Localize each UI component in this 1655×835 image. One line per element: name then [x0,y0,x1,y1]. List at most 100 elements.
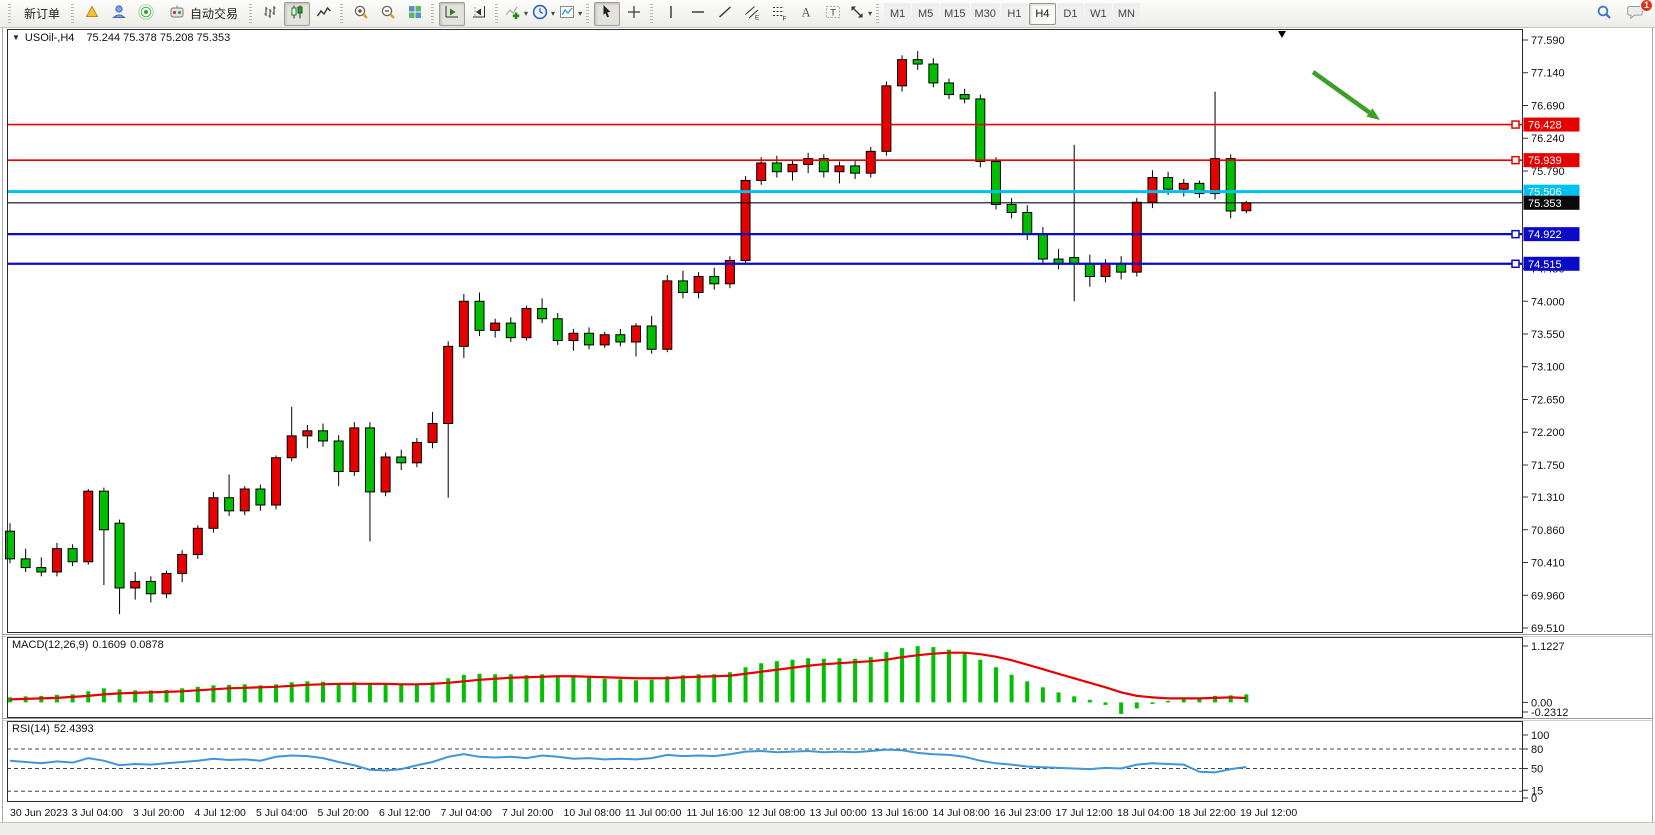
accounts-icon[interactable] [106,2,132,26]
bear-candle [1084,262,1095,278]
line-end-marker[interactable] [1511,229,1520,239]
bull-candle [458,300,469,347]
channel-icon[interactable]: E [739,2,765,26]
chart-window[interactable]: 77.59077.14076.69076.24075.79074.45074.0… [0,28,1655,835]
zoom-out-icon[interactable] [375,2,401,26]
gold-badge-icon[interactable] [79,2,105,26]
zoom-out-icon [379,3,397,24]
price-badge [1523,153,1580,168]
bull-candle [271,457,282,506]
chart-title: ▼ USOil-,H4 75.244 75.378 75.208 75.353 [12,32,234,44]
tile-windows-icon[interactable] [402,2,428,26]
bar-chart-icon [261,3,279,24]
search-button[interactable] [1591,2,1617,26]
rsi-tick-label: 50 [1531,764,1543,776]
accounts-icon [110,3,128,24]
text-label-icon[interactable]: T [820,2,846,26]
price-badge-label: 75.506 [1528,187,1562,199]
toolbar-grip [340,3,344,24]
timeframe-d1-button[interactable]: D1 [1056,2,1084,25]
candlestick-chart-icon[interactable] [284,1,311,26]
price-badge [1523,227,1580,242]
bull-candle [1178,182,1189,190]
fibonacci-icon[interactable]: F [766,2,792,26]
arrow-annotation[interactable] [1311,70,1380,120]
timeframe-m30-button[interactable]: M30 [970,2,1000,25]
price-tick-label: 72.200 [1531,427,1565,439]
rsi-tick-label: 0 [1531,793,1537,805]
notifications-button[interactable]: 1 [1623,0,1653,26]
zoom-in-icon[interactable] [348,2,374,26]
templates-icon[interactable]: ▾ [557,2,583,26]
timeframe-m5-button[interactable]: M5 [912,2,940,25]
bull-candle [83,490,94,563]
trendline-icon[interactable] [712,2,738,26]
time-tick-label: 6 Jul 12:00 [379,807,431,819]
toolbar-grip [586,3,590,24]
text-icon[interactable]: A [793,2,819,26]
autotrading-button-label: 自动交易 [190,7,239,21]
signal-icon [137,3,155,24]
shift-marker-icon[interactable] [1278,31,1286,38]
timeframe-w1-button[interactable]: W1 [1084,2,1112,25]
bull-candle [286,435,297,459]
macd-signal-value: 0.0878 [130,639,164,651]
crosshair-icon[interactable] [621,2,647,26]
timeframe-h1-button[interactable]: H1 [1000,2,1028,25]
time-tick-label: 17 Jul 12:00 [1056,807,1113,819]
bull-candle [380,456,391,493]
indicators-icon [504,3,522,24]
timeframe-h4-button[interactable]: H4 [1028,2,1056,25]
bull-candle [177,553,188,574]
trendline-icon [716,3,734,24]
cursor-icon[interactable] [594,1,621,26]
arrows-icon[interactable]: ▾ [847,2,873,26]
bar-chart-icon[interactable] [257,2,283,26]
line-end-marker[interactable] [1511,259,1520,269]
signal-icon[interactable] [133,2,159,26]
price-badge-label: 74.922 [1528,229,1562,241]
autotrading-icon [168,3,186,24]
vertical-line-icon[interactable] [658,2,684,26]
timeframe-m15-button[interactable]: M15 [940,2,970,25]
chevron-down-icon: ▾ [551,9,556,18]
ohlc-values: 75.244 75.378 75.208 75.353 [86,32,231,44]
bull-candle [208,497,219,529]
rsi-line [9,748,1247,774]
bear-candle [537,308,548,320]
horizontal-line-icon[interactable] [685,2,711,26]
collapse-triangle-icon[interactable]: ▼ [12,33,20,42]
macd-main-value: 0.1609 [92,639,127,651]
crosshair-icon [625,3,643,24]
autotrading-button[interactable]: 自动交易 [160,2,246,26]
line-end-marker[interactable] [1511,155,1520,165]
line-chart-icon[interactable] [311,2,337,26]
chart-shift-icon[interactable] [466,2,492,26]
time-axis[interactable]: 30 Jun 2023 3 Jul 04:00 3 Jul 20:00 4 Jul 1… [10,807,1297,819]
timeframe-m1-button[interactable]: M1 [884,2,912,25]
time-tick-label: 7 Jul 04:00 [441,807,493,819]
cursor-icon [598,3,616,24]
bear-candle [818,158,829,173]
auto-scroll-icon[interactable] [439,1,466,26]
rsi-name: RSI(14) [12,723,50,735]
new-order-button[interactable]: 新订单 [16,2,68,26]
bull-candle [1241,202,1252,212]
rsi-indicator-label: RSI(14) 52.4393 [12,723,98,735]
indicators-icon[interactable]: ▾ [503,2,529,26]
bull-candle [302,430,313,437]
bull-candle [51,548,62,573]
timeframe-mn-button[interactable]: MN [1112,2,1140,25]
bear-candle [975,98,986,163]
macd-tick-label: 1.1227 [1531,641,1565,653]
svg-text:F: F [783,16,787,22]
chart-canvas[interactable]: 77.59077.14076.69076.24075.79074.45074.0… [0,28,1655,835]
search-icon [1595,3,1613,24]
price-pane-frame [7,29,1523,633]
price-axis[interactable]: 77.59077.14076.69076.24075.79074.45074.0… [1523,35,1568,805]
templates-icon [558,3,576,24]
bear-candle [5,530,15,560]
line-end-marker[interactable] [1511,120,1520,129]
bear-candle [990,161,1001,205]
periods-icon[interactable]: ▾ [530,2,556,26]
